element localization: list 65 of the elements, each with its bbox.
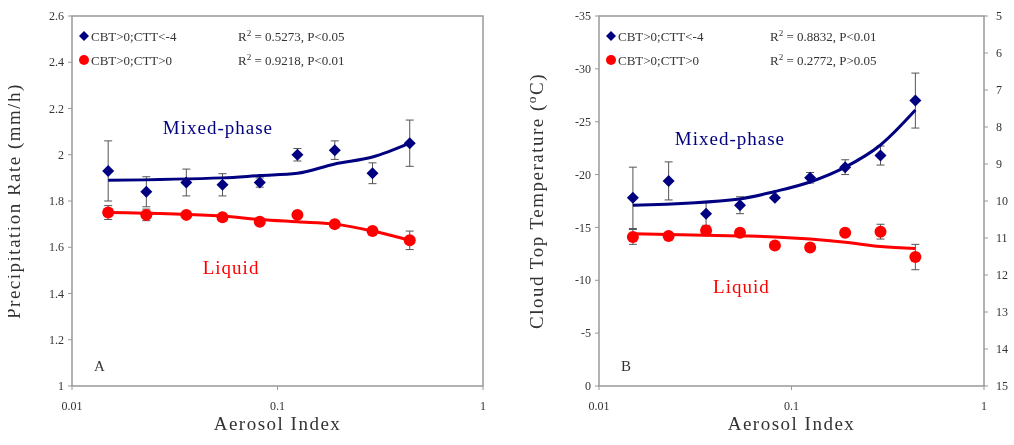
point — [626, 191, 639, 204]
x-tick-label: 1 — [981, 399, 987, 413]
y-tick-label: 2.2 — [49, 101, 64, 116]
y2-tick-label: 7 — [996, 83, 1002, 98]
point — [909, 251, 922, 264]
point — [768, 191, 781, 204]
y2-tick-label: 14 — [996, 342, 1008, 357]
annotation: Mixed-phase — [162, 116, 274, 138]
y-tick-label: -5 — [581, 326, 591, 341]
y-tick-label: -35 — [575, 9, 591, 24]
point — [768, 239, 781, 252]
y-tick-label: 1.2 — [49, 332, 64, 347]
y2-tick-label: 5 — [996, 9, 1002, 24]
y-tick-label: 2 — [58, 147, 64, 162]
y-tick-label: 2.4 — [49, 55, 64, 70]
y2-tick-label: 9 — [996, 157, 1002, 172]
y-tick-label: -20 — [575, 167, 591, 182]
point — [909, 94, 922, 107]
x-axis-title: Aerosol Index — [213, 413, 342, 434]
y-tick-label: -25 — [575, 114, 591, 129]
annotation: R$^{2}$ = 0.2772, P>0.05 — [770, 51, 877, 68]
point — [216, 178, 229, 191]
annotation: A — [94, 358, 105, 375]
point — [291, 208, 304, 221]
point — [662, 174, 675, 187]
y2-tick-label: 10 — [996, 194, 1008, 209]
point — [140, 185, 153, 198]
y2-tick-label: 13 — [996, 305, 1008, 320]
point — [366, 167, 379, 180]
x-tick-label: 0.01 — [588, 399, 610, 413]
point — [874, 149, 887, 162]
legend-label: CBT>0;CTT>0 — [618, 52, 700, 68]
point — [328, 144, 341, 157]
point — [804, 241, 817, 254]
y2-tick-label: 12 — [996, 268, 1008, 283]
legend-label: CBT>0;CTT>0 — [91, 52, 173, 68]
y-tick-label: 2.6 — [49, 9, 64, 24]
y-tick-label: -15 — [575, 220, 591, 235]
legend-label: CBT>0;CTT<-4 — [618, 28, 704, 44]
annotation: R$^{2}$ = 0.5273, P<0.05 — [238, 27, 345, 44]
annotation: Liquid — [202, 257, 260, 279]
y-tick-label: -10 — [575, 273, 591, 288]
annotation: B — [621, 358, 632, 375]
point — [102, 164, 115, 177]
y-tick-label: 1.8 — [49, 194, 64, 209]
y-tick-label: 1.4 — [49, 286, 64, 301]
legend-label: CBT>0;CTT<-4 — [91, 28, 177, 44]
y2-tick-label: 8 — [996, 120, 1002, 135]
x-axis-title: Aerosol Index — [727, 413, 856, 434]
y-tick-label: 1.6 — [49, 240, 64, 255]
y-tick-label: 1 — [58, 379, 64, 394]
annotation: Mixed-phase — [674, 127, 785, 149]
annotation: R$^{2}$ = 0.9218, P<0.01 — [238, 51, 345, 68]
y2-tick-label: 6 — [996, 46, 1002, 61]
annotation: Liquid — [713, 275, 770, 297]
y-tick-label: -30 — [575, 62, 591, 77]
annotation: R$^{2}$ = 0.8832, P<0.01 — [770, 27, 877, 44]
y2-tick-label: 15 — [996, 379, 1008, 394]
point — [839, 226, 852, 239]
x-tick-label: 0.1 — [270, 399, 285, 413]
x-tick-label: 0.1 — [784, 399, 799, 413]
y-tick-label: 0 — [585, 379, 591, 394]
x-tick-label: 0.01 — [61, 399, 83, 413]
y2-tick-label: 11 — [996, 231, 1008, 246]
x-tick-label: 1 — [480, 399, 486, 413]
